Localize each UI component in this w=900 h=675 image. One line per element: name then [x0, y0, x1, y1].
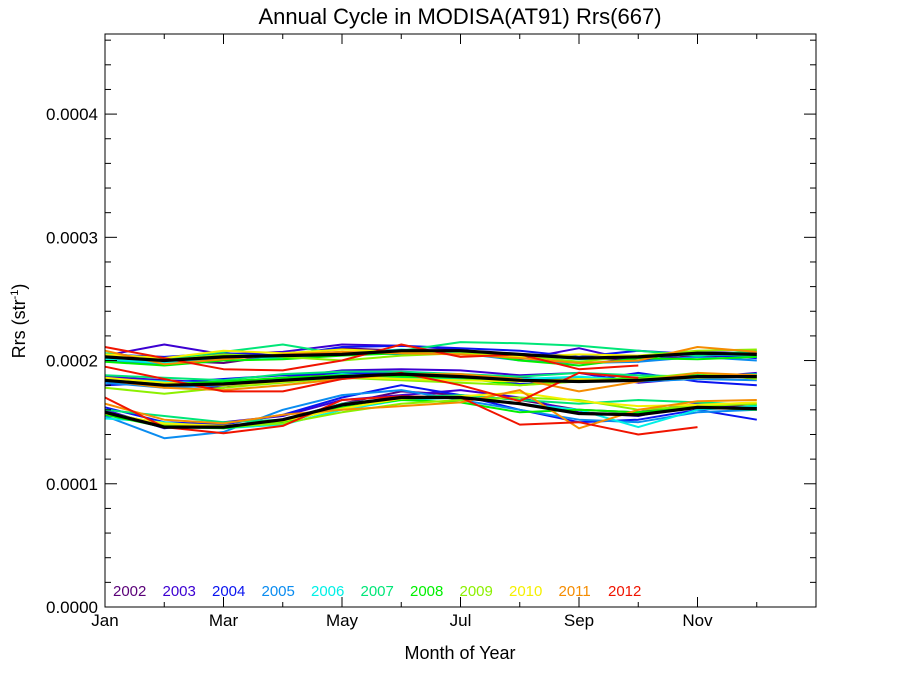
y-axis-label-main: Rrs (str	[9, 299, 29, 358]
mean-line-3	[104, 349, 757, 363]
series-line-2011-1	[104, 389, 757, 430]
series-line-2007-3	[104, 341, 757, 361]
series-line-2004-1	[104, 384, 757, 426]
legend-item-2004: 2004	[212, 583, 245, 600]
legend-item-2008: 2008	[410, 583, 443, 600]
x-tick-label-mar: Mar	[209, 611, 239, 630]
legend-item-2006: 2006	[311, 583, 344, 600]
legend-item-2005: 2005	[262, 583, 295, 600]
legend-item-2010: 2010	[509, 583, 542, 600]
y-tick-label-2: 0.0002	[46, 352, 98, 371]
y-tick-label-3: 0.0003	[46, 228, 98, 247]
chart-title: Annual Cycle in MODISA(AT91) Rrs(667)	[258, 4, 661, 29]
legend: 2002 2003 2004 2005 2006 2007 2008 2009 2010 2011…	[113, 583, 641, 600]
mean-line-1	[104, 395, 757, 429]
mean-layer	[104, 349, 757, 429]
plot-frame	[104, 33, 817, 608]
y-tick-label-1: 0.0001	[46, 475, 98, 494]
series-line-2007-2	[104, 370, 757, 382]
x-tick-label-nov: Nov	[682, 611, 713, 630]
x-tick-label-jan: Jan	[91, 611, 118, 630]
y-axis-label: Rrs (str-1)	[9, 284, 29, 359]
x-tick-label-sep: Sep	[564, 611, 594, 630]
legend-item-2002: 2002	[113, 583, 146, 600]
x-axis-label: Month of Year	[404, 643, 515, 663]
y-axis-label-close: )	[9, 284, 29, 290]
mean-line-2	[104, 372, 757, 387]
y-tick-label-4: 0.0004	[46, 105, 98, 124]
legend-item-2009: 2009	[460, 583, 493, 600]
x-tick-label-jul: Jul	[450, 611, 472, 630]
legend-item-2011: 2011	[559, 583, 591, 600]
x-tick-label-may: May	[326, 611, 359, 630]
y-tick-label-0: 0.0000	[46, 598, 98, 617]
y-axis: 0.0000 0.0001 0.0002 0.0003 0.0004	[46, 39, 816, 617]
legend-item-2007: 2007	[361, 583, 394, 600]
legend-item-2003: 2003	[163, 583, 196, 600]
x-axis: Jan Mar May Jul Sep Nov	[91, 34, 758, 630]
series-line-2011-3	[104, 346, 757, 366]
legend-item-2012: 2012	[608, 583, 641, 600]
y-axis-label-superscript: -1	[9, 290, 21, 300]
